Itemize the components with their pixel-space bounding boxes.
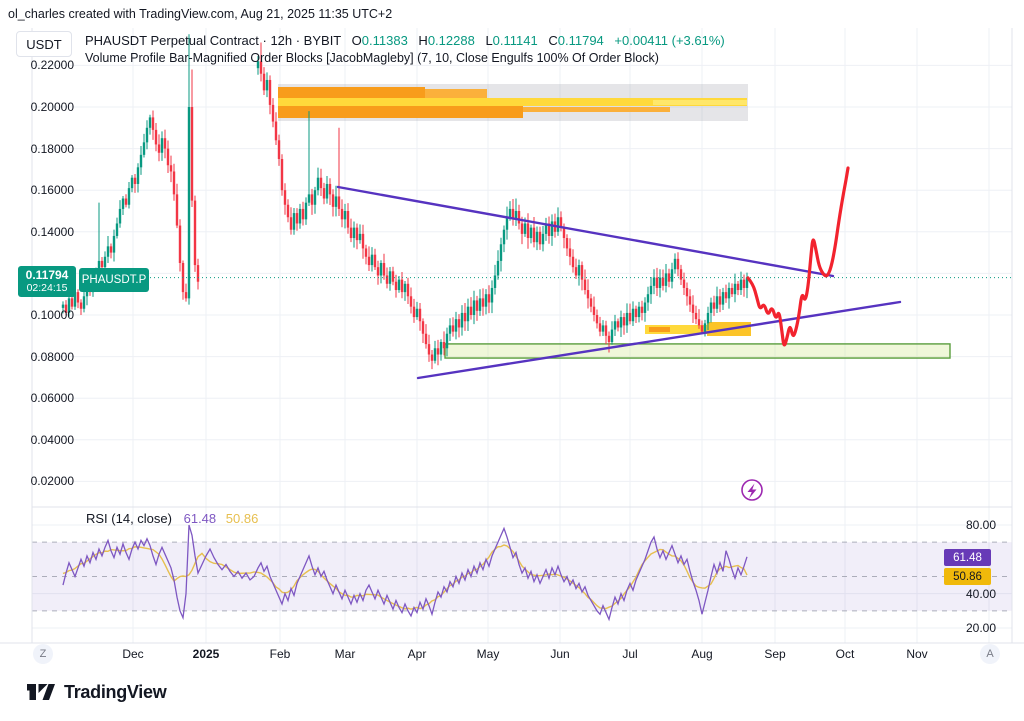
- rsi-title[interactable]: RSI (14, close): [86, 511, 172, 526]
- time-axis-label: Mar: [334, 647, 356, 661]
- symbol-legend[interactable]: PHAUSDT Perpetual Contract · 12h · BYBIT…: [85, 33, 725, 48]
- ohlc-close-value: 0.11794: [557, 33, 604, 48]
- time-axis-label: Nov: [906, 647, 928, 661]
- time-axis-label: Dec: [122, 647, 144, 661]
- rsi-axis-label: 40.00: [966, 586, 997, 601]
- price-axis-label: 0.02000: [30, 474, 74, 489]
- rsi-axis-label: 80.00: [966, 518, 997, 532]
- price-axis-label: 0.08000: [30, 349, 74, 364]
- grid-lines: [32, 28, 1012, 643]
- time-axis-label: Oct: [835, 647, 855, 661]
- trendline-descending[interactable]: [336, 185, 835, 278]
- bar-countdown: 02:24:15: [26, 282, 68, 295]
- price-axis-label: 0.16000: [30, 183, 74, 198]
- ohlc-close-letter: C: [548, 33, 558, 48]
- price-axis-label: 0.04000: [30, 432, 74, 447]
- candles: [61, 34, 749, 370]
- tradingview-logo[interactable]: TradingView: [26, 680, 167, 704]
- time-axis-label: May: [476, 647, 500, 661]
- price-axis-label: 0.14000: [30, 224, 74, 239]
- ohlc-low-value: 0.11141: [492, 33, 538, 48]
- price-axis-label: 0.06000: [30, 391, 74, 406]
- scroll-right-button[interactable]: A: [980, 644, 1000, 664]
- time-axis-label: Apr: [407, 647, 427, 661]
- price-axis-label: 0.20000: [30, 100, 74, 114]
- price-axis-label: 0.10000: [30, 308, 74, 322]
- symbol-title[interactable]: PHAUSDT Perpetual Contract · 12h · BYBIT: [85, 33, 342, 48]
- rsi-ma-badge: 50.86: [944, 568, 991, 585]
- currency-label: USDT: [26, 36, 62, 52]
- price-axis-label: 0.22000: [30, 58, 74, 73]
- credit-text: ol_charles created with TradingView.com,…: [8, 7, 393, 21]
- rsi-value-badge: 61.48: [944, 549, 991, 566]
- pane-borders: [0, 28, 1024, 644]
- indicator-legend[interactable]: Volume Profile Bar-Magnified Order Block…: [85, 51, 659, 65]
- rsi-legend[interactable]: RSI (14, close) 61.48 50.86: [86, 511, 258, 526]
- ticker-label: PHAUSDT.P: [79, 268, 149, 292]
- time-axis-label: Feb: [269, 647, 291, 661]
- price-axis-label: 0.18000: [30, 141, 74, 156]
- current-price-label: 0.11794 02:24:15: [18, 266, 76, 297]
- rsi-value: 61.48: [183, 511, 217, 526]
- lightning-icon[interactable]: [741, 479, 763, 501]
- order-block-top[interactable]: [278, 84, 748, 121]
- rsi-line: [62, 524, 748, 622]
- demand-zone-box[interactable]: [444, 343, 951, 359]
- trendline-ascending[interactable]: [416, 300, 902, 380]
- scroll-left-button[interactable]: Z: [33, 644, 53, 664]
- price-scale-currency-button[interactable]: USDT: [16, 31, 72, 57]
- tradingview-logo-icon: [27, 684, 55, 700]
- current-price-value: 0.11794: [25, 268, 69, 282]
- ohlc-open-letter: O: [351, 33, 362, 48]
- time-axis-label: 2025: [192, 647, 220, 661]
- projection-drawing[interactable]: [746, 166, 850, 347]
- rsi-ma-value: 50.86: [225, 511, 259, 526]
- ohlc-high-letter: H: [418, 33, 428, 48]
- time-axis-label: Aug: [691, 647, 713, 661]
- ohlc-open-value: 0.11383: [361, 33, 408, 48]
- ohlc-low-letter: L: [485, 33, 493, 48]
- time-axis-label: Sep: [764, 647, 786, 661]
- time-axis-label: Jul: [622, 647, 638, 661]
- time-axis-label: Jun: [550, 647, 570, 661]
- rsi-axis-label: 20.00: [966, 621, 997, 635]
- rsi-band: [32, 541, 1012, 612]
- ohlc-high-value: 0.12288: [427, 33, 475, 48]
- change-value: +0.00411 (+3.61%): [614, 33, 725, 48]
- tradingview-logo-text: TradingView: [64, 681, 167, 702]
